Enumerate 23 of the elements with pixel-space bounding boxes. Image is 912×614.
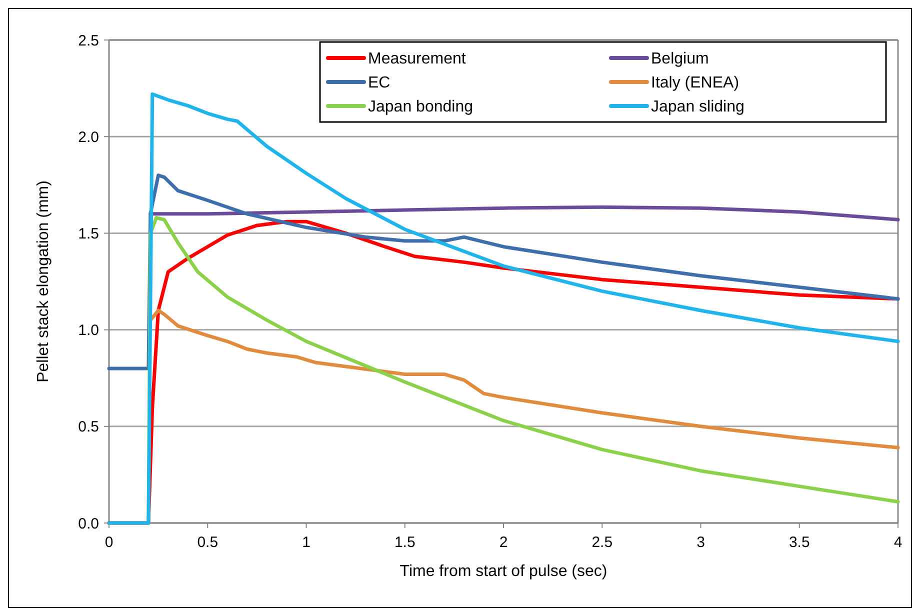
legend-label: Japan sliding bbox=[651, 98, 744, 116]
y-tick-label: 0.0 bbox=[78, 515, 99, 532]
y-axis-title: Pellet stack elongation (mm) bbox=[35, 180, 52, 382]
y-tick-label: 0.5 bbox=[78, 418, 99, 436]
legend-label: Japan bonding bbox=[368, 98, 473, 116]
legend-label: Measurement bbox=[368, 50, 466, 68]
x-tick-label: 4 bbox=[894, 534, 902, 551]
x-tick-label: 0.5 bbox=[197, 534, 218, 551]
x-tick-label: 1 bbox=[302, 534, 310, 551]
y-tick-label: 1.0 bbox=[78, 322, 99, 340]
x-axis-title: Time from start of pulse (sec) bbox=[400, 563, 608, 580]
legend-label: Belgium bbox=[651, 50, 709, 68]
y-tick-label: 2.5 bbox=[78, 32, 99, 50]
x-tick-label: 2 bbox=[499, 534, 508, 551]
x-tick-label: 1.5 bbox=[394, 534, 416, 551]
legend-label: Italy (ENEA) bbox=[651, 74, 740, 92]
y-tick-label: 2.0 bbox=[78, 128, 99, 146]
y-tick-label: 1.5 bbox=[78, 225, 99, 242]
x-tick-label: 0 bbox=[104, 534, 114, 551]
x-tick-label: 3 bbox=[696, 534, 705, 551]
legend-label: EC bbox=[368, 74, 390, 92]
x-tick-label: 3.5 bbox=[788, 534, 810, 551]
x-tick-label: 2.5 bbox=[592, 534, 613, 551]
